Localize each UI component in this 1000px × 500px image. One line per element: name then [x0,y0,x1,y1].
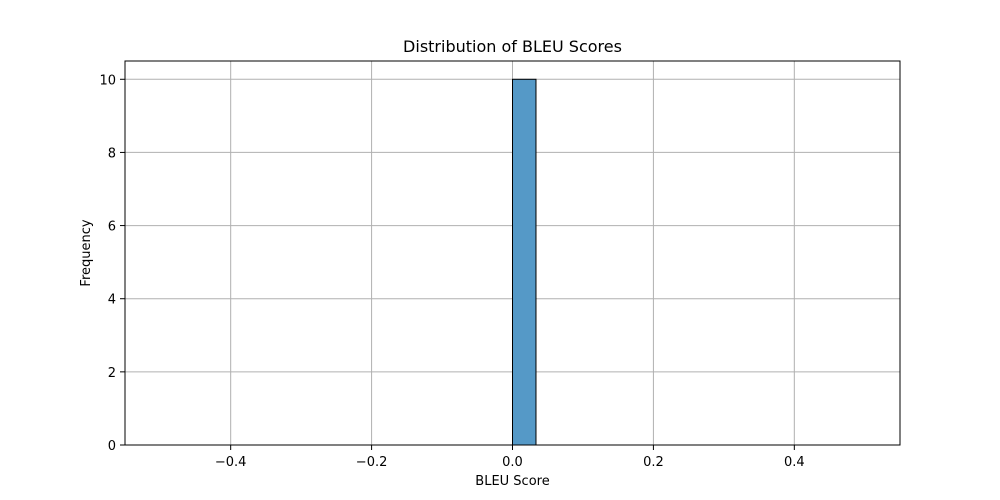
y-ticks: 0 2 4 6 8 10 [99,73,125,454]
x-axis-label: BLEU Score [475,474,549,489]
x-tick-label: −0.2 [356,455,388,470]
x-tick-label: −0.4 [215,455,247,470]
y-tick-label: 8 [108,146,116,161]
x-tick-label: 0.2 [643,455,664,470]
y-tick-label: 4 [108,293,116,308]
chart-title: Distribution of BLEU Scores [403,37,622,56]
x-tick-label: 0.0 [502,455,523,470]
histogram-bar [512,78,537,446]
x-ticks: −0.4 −0.2 0.0 0.2 0.4 [215,445,805,470]
y-tick-label: 10 [99,73,116,88]
y-tick-label: 0 [108,439,116,454]
x-tick-label: 0.4 [784,455,805,470]
bars-layer [512,78,537,446]
y-axis-label: Frequency [79,219,94,286]
y-tick-label: 2 [108,366,116,381]
y-tick-label: 6 [108,220,116,235]
